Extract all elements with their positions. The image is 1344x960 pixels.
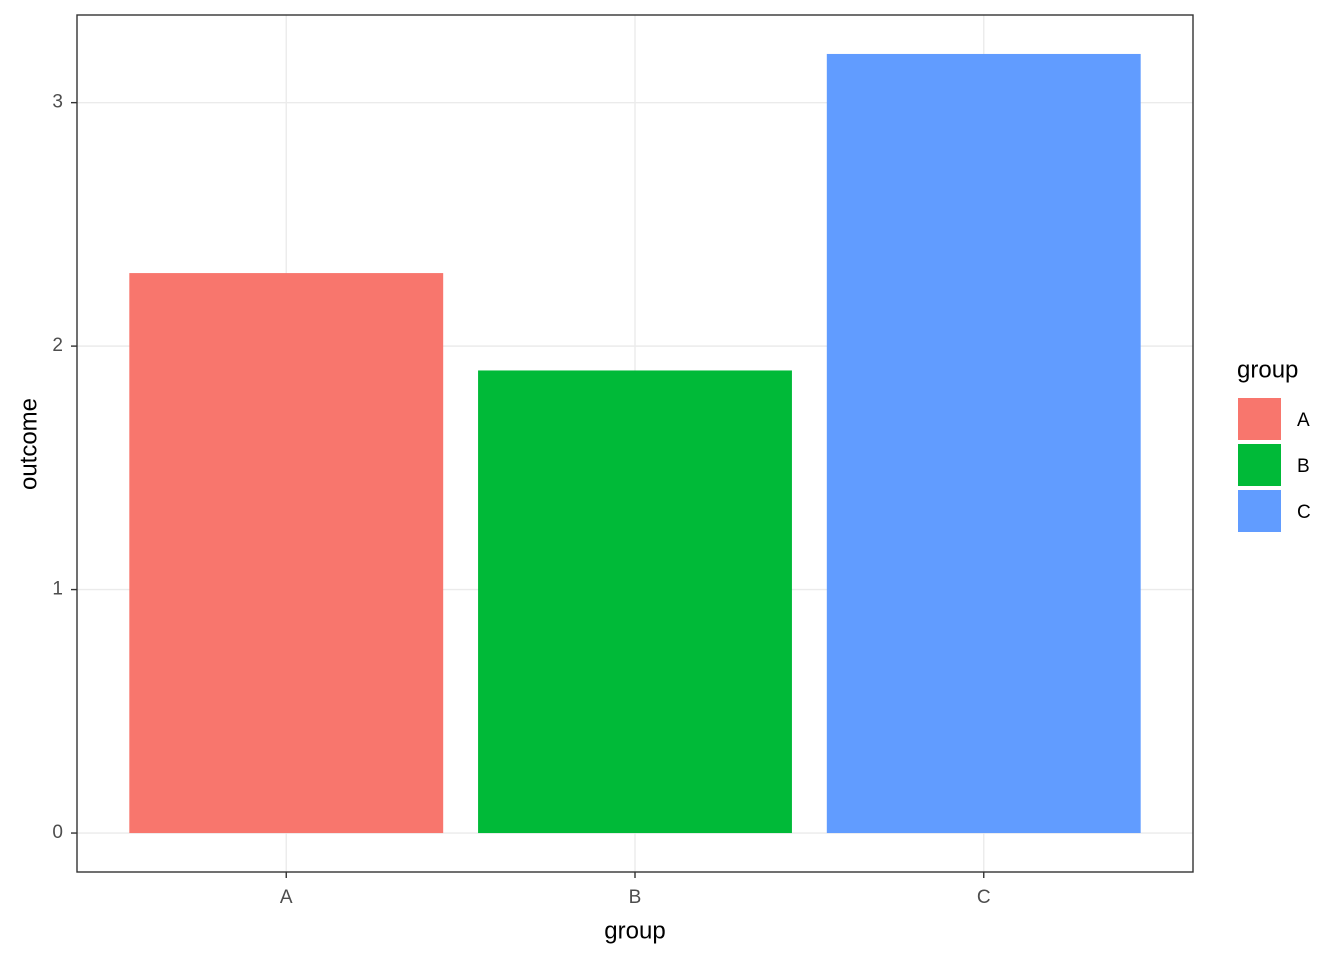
y-tick-label: 2 bbox=[52, 335, 63, 356]
y-axis-title: outcome bbox=[15, 398, 42, 490]
bar bbox=[129, 273, 444, 834]
legend-title: group bbox=[1237, 356, 1298, 383]
x-tick-label: C bbox=[977, 887, 991, 908]
x-tick-label: B bbox=[629, 887, 642, 908]
legend-key bbox=[1238, 398, 1281, 440]
x-tick-label: A bbox=[280, 887, 293, 908]
bar bbox=[478, 370, 792, 834]
legend-label: B bbox=[1297, 456, 1310, 477]
x-axis-title: group bbox=[604, 917, 665, 944]
y-tick-label: 3 bbox=[52, 92, 63, 113]
legend-label: C bbox=[1297, 502, 1311, 523]
y-tick-label: 0 bbox=[52, 822, 63, 843]
legend-key bbox=[1238, 444, 1281, 486]
legend-key bbox=[1238, 490, 1281, 532]
legend-label: A bbox=[1297, 410, 1310, 431]
panel-border bbox=[76, 14, 1194, 873]
bar bbox=[826, 53, 1141, 834]
y-tick-label: 1 bbox=[52, 579, 63, 600]
